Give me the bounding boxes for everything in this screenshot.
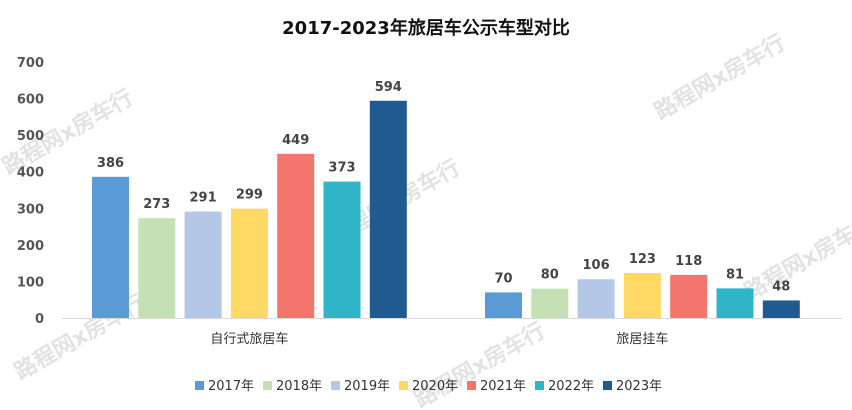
bar (531, 288, 569, 318)
data-label: 291 (190, 191, 217, 206)
bar (369, 100, 407, 318)
y-tick-label: 600 (17, 93, 44, 108)
data-label: 80 (541, 268, 559, 283)
legend-label: 2020年 (412, 379, 458, 394)
legend-swatch (331, 381, 340, 390)
legend-swatch (399, 381, 408, 390)
y-tick-label: 0 (35, 312, 44, 327)
bar (670, 274, 708, 318)
legend-label: 2018年 (276, 379, 322, 394)
y-tick-label: 700 (17, 56, 44, 71)
legend-swatch (263, 381, 272, 390)
bar (277, 153, 315, 318)
y-tick-label: 300 (17, 202, 44, 217)
legend-swatch (603, 381, 612, 390)
x-tick-label: 自行式旅居车 (210, 331, 288, 347)
legend-label: 2019年 (344, 379, 390, 394)
legend-label: 2017年 (208, 379, 254, 394)
bar (762, 300, 800, 318)
bar (138, 218, 176, 318)
data-label: 273 (143, 197, 170, 212)
data-label: 373 (328, 161, 355, 176)
x-tick-label: 旅居挂车 (616, 331, 668, 347)
data-label: 449 (282, 133, 309, 148)
legend: 2017年 2018年 2019年 2020年 2021年 2022年 2023年 (195, 379, 662, 394)
y-tick-label: 200 (17, 239, 44, 254)
y-tick-label: 100 (17, 275, 44, 290)
legend-label: 2021年 (480, 379, 526, 394)
y-axis: 0 100 200 300 400 500 600 700 (17, 56, 44, 327)
y-tick-label: 400 (17, 166, 44, 181)
data-label: 70 (494, 271, 512, 286)
data-label: 106 (583, 258, 610, 273)
watermark-text: 路程网x房车行 (740, 210, 852, 306)
legend-swatch (535, 381, 544, 390)
watermark-text: 路程网x房车行 (650, 30, 790, 126)
bars-layer (92, 100, 800, 318)
data-label: 386 (97, 156, 124, 171)
chart-title: 2017-2023年旅居车公示车型对比 (282, 18, 570, 39)
bar (485, 292, 522, 318)
watermark-text: 路程网x房车行 (410, 318, 550, 410)
x-axis: 自行式旅居车 旅居挂车 (62, 318, 842, 347)
legend-swatch (195, 381, 204, 390)
bar (184, 211, 222, 318)
data-label: 48 (772, 279, 790, 294)
bar (577, 279, 615, 318)
data-label: 594 (375, 80, 402, 95)
legend-label: 2023年 (616, 379, 662, 394)
legend-label: 2022年 (548, 379, 594, 394)
legend-swatch (467, 381, 476, 390)
value-labels-layer: 386 273 291 299 449 373 594 70 80 106 123 118 81 48 (97, 80, 790, 295)
bar (623, 273, 661, 318)
data-label: 81 (726, 267, 744, 282)
data-label: 299 (236, 188, 263, 203)
bar (323, 181, 361, 318)
data-label: 123 (629, 252, 656, 267)
bar (230, 208, 268, 318)
data-label: 118 (675, 254, 702, 269)
bar (716, 288, 754, 318)
y-tick-label: 500 (17, 129, 44, 144)
bar (92, 176, 129, 318)
